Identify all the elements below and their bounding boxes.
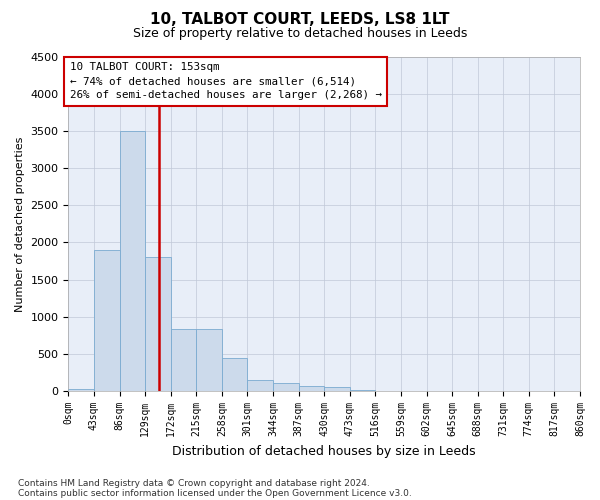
Text: 10 TALBOT COURT: 153sqm
← 74% of detached houses are smaller (6,514)
26% of semi: 10 TALBOT COURT: 153sqm ← 74% of detache… — [70, 62, 382, 100]
Bar — [145, 258, 171, 391]
Y-axis label: Number of detached properties: Number of detached properties — [15, 136, 25, 312]
Bar — [94, 250, 119, 391]
Bar — [171, 328, 196, 391]
Bar — [222, 358, 247, 391]
Text: Size of property relative to detached houses in Leeds: Size of property relative to detached ho… — [133, 28, 467, 40]
Text: Contains HM Land Registry data © Crown copyright and database right 2024.: Contains HM Land Registry data © Crown c… — [18, 478, 370, 488]
Bar — [247, 380, 273, 391]
Bar — [273, 384, 299, 391]
Bar — [196, 328, 222, 391]
Text: 10, TALBOT COURT, LEEDS, LS8 1LT: 10, TALBOT COURT, LEEDS, LS8 1LT — [150, 12, 450, 28]
Text: Contains public sector information licensed under the Open Government Licence v3: Contains public sector information licen… — [18, 488, 412, 498]
X-axis label: Distribution of detached houses by size in Leeds: Distribution of detached houses by size … — [172, 444, 476, 458]
Bar — [324, 386, 350, 391]
Bar — [376, 390, 401, 391]
Bar — [119, 131, 145, 391]
Bar — [350, 390, 376, 391]
Bar — [299, 386, 324, 391]
Bar — [68, 389, 94, 391]
